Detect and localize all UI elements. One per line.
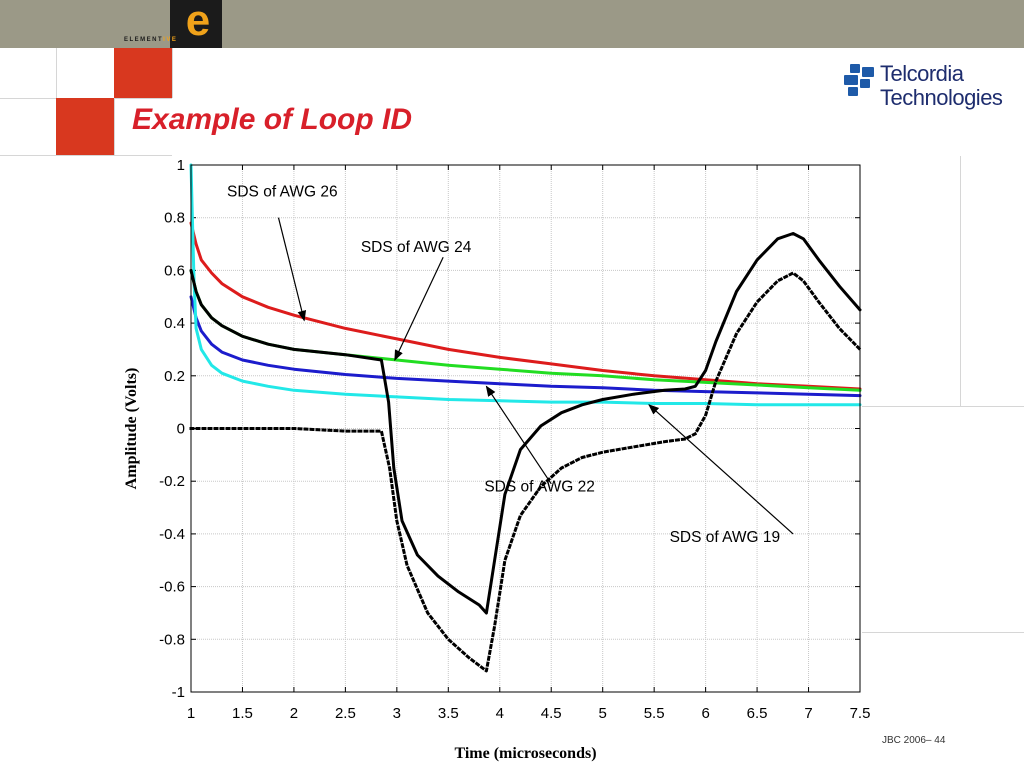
series-line-5 bbox=[189, 271, 863, 673]
decor-line-v3 bbox=[172, 48, 173, 98]
x-tick-label: 6 bbox=[701, 705, 709, 722]
y-tick-label: 1 bbox=[177, 157, 185, 174]
x-tick-label: 1 bbox=[187, 705, 195, 722]
y-tick-label: 0 bbox=[177, 421, 185, 438]
decor-line-h2 bbox=[0, 155, 172, 156]
y-tick-label: 0.4 bbox=[164, 315, 185, 332]
element-logo-wordmark: ELEMENTIVE bbox=[124, 37, 177, 43]
y-tick-label: -0.6 bbox=[159, 579, 185, 596]
plot-frame bbox=[190, 164, 861, 693]
y-tick-label: -0.8 bbox=[159, 631, 185, 648]
annotation-label: SDS of AWG 24 bbox=[361, 239, 472, 256]
y-axis-label: Amplitude (Volts) bbox=[123, 368, 140, 490]
y-tick-label: 0.2 bbox=[164, 368, 185, 385]
x-tick-label: 4 bbox=[496, 705, 504, 722]
annotation-arrow bbox=[394, 256, 444, 361]
element-logo-block bbox=[170, 0, 222, 48]
x-tick-label: 7.5 bbox=[850, 705, 871, 722]
annotation-label: SDS of AWG 26 bbox=[227, 184, 338, 201]
annotation-arrow bbox=[485, 385, 552, 485]
x-tick-label: 2.5 bbox=[335, 705, 356, 722]
x-tick-label: 7 bbox=[804, 705, 812, 722]
x-tick-label: 2 bbox=[290, 705, 298, 722]
x-tick-label: 6.5 bbox=[747, 705, 768, 722]
slide-footer: JBC 2006– 44 bbox=[882, 735, 946, 746]
decor-square-red-left bbox=[56, 98, 114, 155]
telcordia-line1: Telcordia bbox=[880, 61, 964, 86]
decor-line-right-h bbox=[862, 406, 1024, 407]
element-logo-icon: e bbox=[185, 0, 211, 45]
y-tick-label: -0.4 bbox=[159, 526, 185, 543]
annotation-label: SDS of AWG 22 bbox=[484, 479, 595, 496]
x-tick-label: 1.5 bbox=[232, 705, 253, 722]
x-tick-label: 5.5 bbox=[644, 705, 665, 722]
x-tick-label: 5 bbox=[599, 705, 607, 722]
element-logo-word-main: ELEMENT bbox=[124, 37, 164, 43]
element-logo-word-accent: IVE bbox=[163, 37, 178, 43]
annotation-arrow bbox=[648, 404, 794, 535]
y-tick-label: 0.8 bbox=[164, 210, 185, 227]
decor-square-red-top bbox=[114, 48, 172, 98]
decor-line-right-h2 bbox=[862, 632, 1024, 633]
decor-line-v2 bbox=[114, 48, 115, 156]
x-tick-label: 3.5 bbox=[438, 705, 459, 722]
x-axis-label: Time (microseconds) bbox=[454, 745, 596, 762]
series-line-3 bbox=[189, 163, 862, 407]
telcordia-logo-icon bbox=[844, 64, 874, 96]
series-line-4 bbox=[189, 232, 862, 615]
annotation-arrow bbox=[277, 217, 307, 322]
slide-title: Example of Loop ID bbox=[132, 103, 413, 136]
decor-line-right-v bbox=[960, 156, 961, 406]
x-tick-label: 3 bbox=[393, 705, 401, 722]
y-tick-label: -0.2 bbox=[159, 473, 185, 490]
y-tick-label: 0.6 bbox=[164, 262, 185, 279]
series-line-0 bbox=[189, 221, 862, 391]
telcordia-wordmark: Telcordia Technologies bbox=[880, 61, 1003, 110]
annotation-label: SDS of AWG 19 bbox=[670, 529, 781, 546]
x-tick-label: 4.5 bbox=[541, 705, 562, 722]
telcordia-line2: Technologies bbox=[880, 85, 1003, 110]
series-line-2 bbox=[189, 295, 862, 398]
y-tick-label: -1 bbox=[172, 684, 185, 701]
